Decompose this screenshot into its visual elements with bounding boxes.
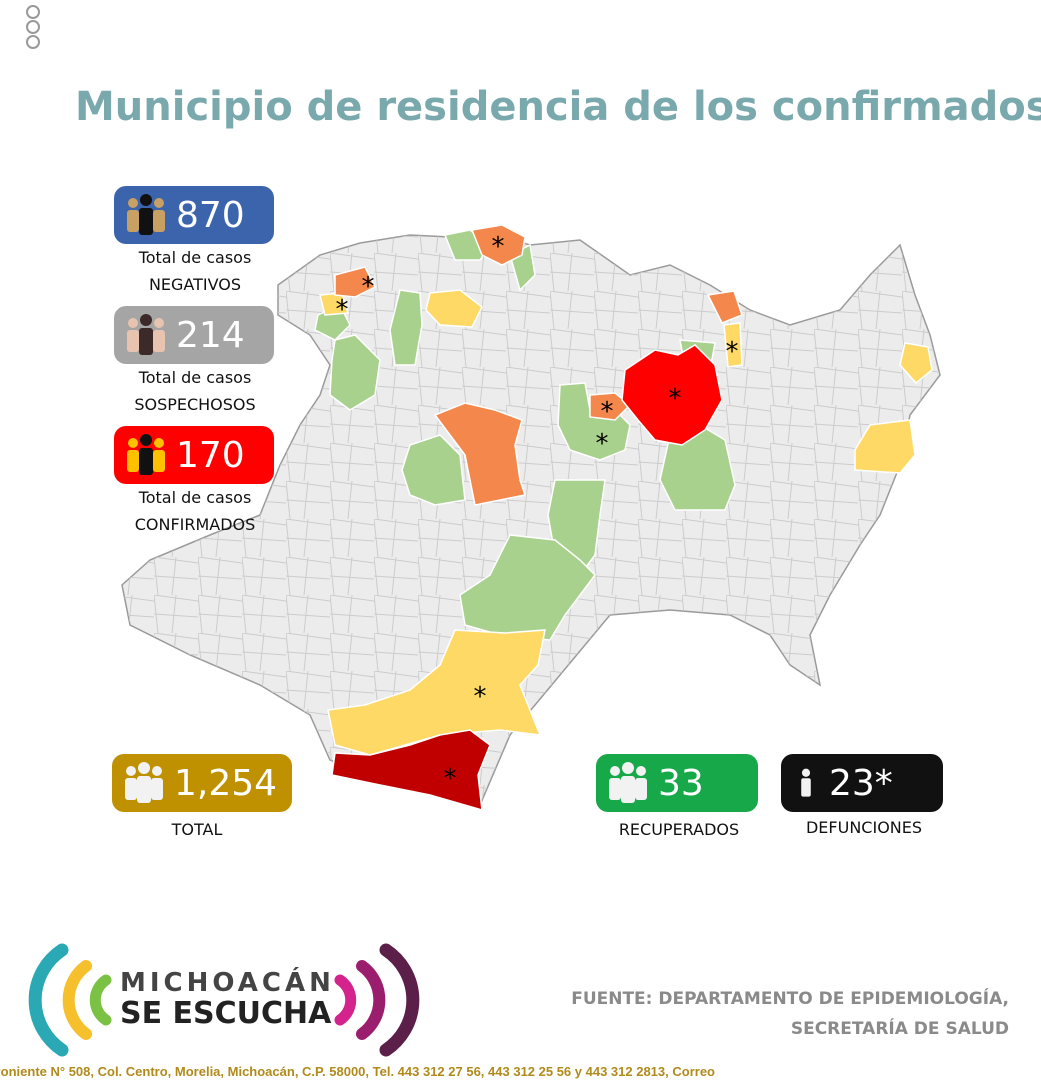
- marker: *: [669, 384, 682, 414]
- darkred-municipality: [331, 729, 491, 812]
- defunciones-value: 23*: [829, 762, 893, 804]
- total-pill: 1,254: [112, 754, 292, 812]
- sospechosos-caption: Total de casos SOSPECHOSOS: [134, 368, 256, 414]
- defunciones-pill: 23*: [781, 754, 943, 812]
- marker: *: [596, 429, 609, 459]
- brand-line1: MICHOACÁN: [120, 968, 335, 998]
- marker: *: [601, 397, 614, 427]
- confirmados-caption: Total de casos CONFIRMADOS: [134, 488, 256, 534]
- recuperados-pill: 33: [596, 754, 758, 812]
- negativos-pill: 870: [114, 186, 274, 244]
- page-title: Municipio de residencia de los confirmad…: [75, 84, 1041, 130]
- michoacan-map: * * * * * * * * *: [121, 224, 941, 812]
- people-icon: [127, 314, 165, 355]
- source-line2: SECRETARÍA DE SALUD: [790, 1019, 1009, 1039]
- total-value: 1,254: [174, 762, 278, 804]
- marker: *: [336, 295, 349, 325]
- footer-address: Poniente N° 508, Col. Centro, Morelia, M…: [0, 1064, 715, 1079]
- orange-municipalities: [334, 224, 743, 506]
- sospechosos-pill: 214: [114, 306, 274, 364]
- menu-dots-icon[interactable]: [24, 4, 42, 50]
- source-line1: FUENTE: DEPARTAMENTO DE EPIDEMIOLOGÍA,: [571, 989, 1009, 1009]
- person-icon: [801, 768, 811, 797]
- negativos-caption: Total de casos NEGATIVOS: [138, 248, 252, 294]
- brand-line2: SE ESCUCHA: [120, 996, 332, 1031]
- defunciones-label: DEFUNCIONES: [805, 818, 923, 837]
- red-municipality: [621, 344, 723, 446]
- people-icon: [127, 434, 165, 475]
- yellow-municipalities: [319, 289, 933, 756]
- recuperados-label: RECUPERADOS: [618, 820, 740, 839]
- negativos-value: 870: [176, 194, 245, 236]
- total-label: TOTAL: [171, 820, 223, 839]
- people-icon: [609, 762, 647, 803]
- michoacan-logo: [28, 943, 420, 1057]
- sospechosos-value: 214: [176, 314, 245, 356]
- marker: *: [492, 232, 505, 262]
- marker: *: [726, 337, 739, 367]
- case-markers: * * * * * * * * *: [336, 232, 739, 794]
- confirmados-pill: 170: [114, 426, 274, 484]
- marker: *: [444, 764, 457, 794]
- people-icon: [125, 762, 163, 803]
- people-icon: [127, 194, 165, 235]
- marker: *: [362, 272, 375, 302]
- confirmados-value: 170: [176, 434, 245, 476]
- marker: *: [474, 682, 487, 712]
- recuperados-value: 33: [658, 762, 704, 804]
